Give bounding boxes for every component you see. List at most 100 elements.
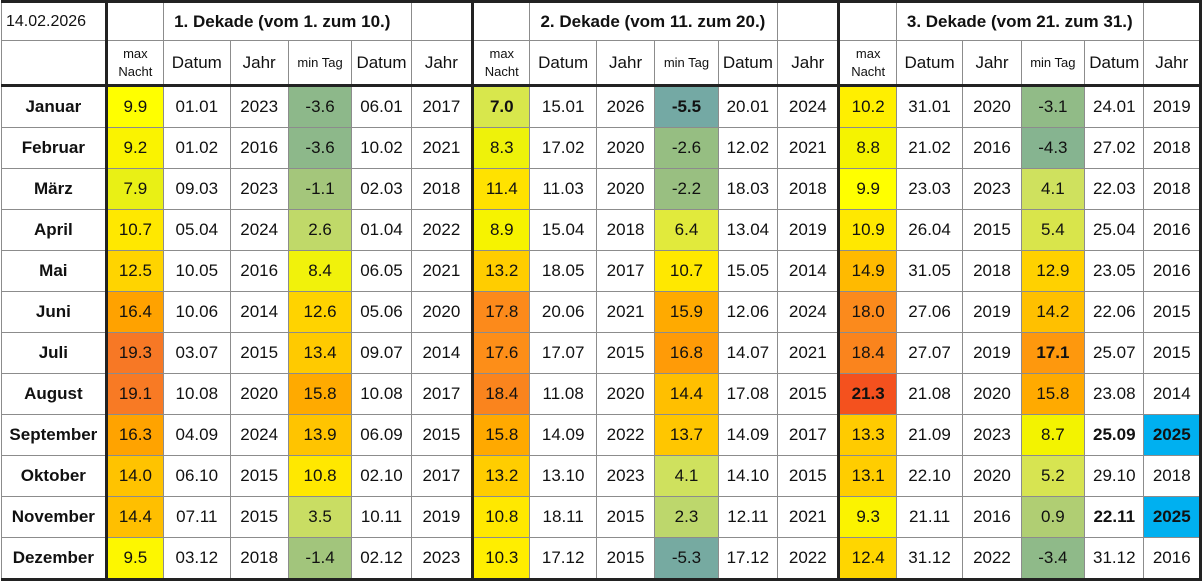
max-date: 01.02 <box>163 127 231 169</box>
month-label: Januar <box>1 85 107 128</box>
max-nacht-value: 18.4 <box>837 332 897 374</box>
jahr-header: Jahr <box>1143 40 1202 87</box>
datum-header: Datum <box>351 40 412 87</box>
date-label: 14.02.2026 <box>1 0 107 41</box>
max-year: 2014 <box>229 291 289 333</box>
max-year: 2015 <box>962 209 1022 251</box>
table-row: August 19.1 10.08 2020 15.8 10.08 2017 18.4 11.0… <box>1 373 1202 415</box>
min-tag-value: -4.3 <box>1020 127 1086 169</box>
min-year: 2025 <box>1143 414 1202 456</box>
max-date: 04.09 <box>163 414 231 456</box>
max-nacht-value: 8.8 <box>837 127 897 169</box>
max-year: 2015 <box>595 496 656 538</box>
max-year: 2023 <box>962 414 1022 456</box>
min-year: 2017 <box>410 373 475 415</box>
min-year: 2015 <box>1143 291 1202 333</box>
table-row: März 7.9 09.03 2023 -1.1 02.03 2018 11.4 11.03 20… <box>1 168 1202 210</box>
max-date: 18.11 <box>529 496 597 538</box>
table-row: November 14.4 07.11 2015 3.5 10.11 2019 10.8 18.… <box>1 496 1202 538</box>
max-year: 2020 <box>595 168 656 210</box>
min-date: 02.12 <box>351 537 412 581</box>
min-year: 2023 <box>410 537 475 581</box>
max-nacht-value: 8.9 <box>471 209 531 251</box>
max-nacht-value: 7.9 <box>104 168 165 210</box>
max-date: 13.10 <box>529 455 597 497</box>
min-date: 20.01 <box>717 85 779 128</box>
max-year: 2016 <box>229 127 289 169</box>
min-tag-value: 13.4 <box>287 332 353 374</box>
min-date: 15.05 <box>717 250 779 292</box>
month-label: Juni <box>1 291 107 333</box>
table-row: Januar 9.9 01.01 2023 -3.6 06.01 2017 7.0 15.01 2… <box>1 85 1202 128</box>
min-tag-value: 14.4 <box>654 373 719 415</box>
max-date: 21.02 <box>895 127 964 169</box>
max-year: 2015 <box>595 332 656 374</box>
min-date: 24.01 <box>1084 85 1145 128</box>
max-date: 31.05 <box>895 250 964 292</box>
max-nacht-value: 16.3 <box>104 414 165 456</box>
min-tag-value: -3.1 <box>1020 85 1086 128</box>
max-date: 17.12 <box>529 537 597 581</box>
min-date: 06.09 <box>351 414 412 456</box>
min-date: 14.07 <box>717 332 779 374</box>
max-year: 2016 <box>229 250 289 292</box>
max-nacht-value: 16.4 <box>104 291 165 333</box>
jahr-header: Jahr <box>595 40 656 87</box>
max-year: 2026 <box>595 85 656 128</box>
max-nacht-value: 13.2 <box>471 455 531 497</box>
month-label: März <box>1 168 107 210</box>
max-date: 15.01 <box>529 85 597 128</box>
min-date: 10.02 <box>351 127 412 169</box>
max-year: 2018 <box>595 209 656 251</box>
min-year: 2014 <box>1143 373 1202 415</box>
min-year: 2018 <box>1143 455 1202 497</box>
min-date: 23.05 <box>1084 250 1145 292</box>
min-year: 2022 <box>777 537 841 581</box>
table-row: Dezember 9.5 03.12 2018 -1.4 02.12 2023 10.3 17.… <box>1 537 1202 581</box>
min-year: 2020 <box>410 291 475 333</box>
min-date: 09.07 <box>351 332 412 374</box>
min-date: 02.03 <box>351 168 412 210</box>
min-date: 29.10 <box>1084 455 1145 497</box>
max-nacht-value: 10.7 <box>104 209 165 251</box>
max-nacht-header: max Nacht <box>471 40 531 87</box>
min-year: 2021 <box>777 332 841 374</box>
max-nacht-value: 13.1 <box>837 455 897 497</box>
min-date: 22.11 <box>1084 496 1145 538</box>
max-nacht-value: 14.9 <box>837 250 897 292</box>
max-nacht-value: 13.3 <box>837 414 897 456</box>
min-date: 02.10 <box>351 455 412 497</box>
max-nacht-value: 14.0 <box>104 455 165 497</box>
min-tag-value: 12.9 <box>1020 250 1086 292</box>
min-year: 2017 <box>410 455 475 497</box>
min-tag-value: 8.4 <box>287 250 353 292</box>
max-year: 2020 <box>595 373 656 415</box>
max-date: 10.06 <box>163 291 231 333</box>
min-year: 2019 <box>1143 85 1202 128</box>
min-tag-value: 8.7 <box>1020 414 1086 456</box>
min-year: 2025 <box>1143 496 1202 538</box>
min-tag-value: 0.9 <box>1020 496 1086 538</box>
max-year: 2017 <box>595 250 656 292</box>
min-year: 2017 <box>777 414 841 456</box>
min-date: 22.03 <box>1084 168 1145 210</box>
max-date: 21.11 <box>895 496 964 538</box>
max-date: 31.12 <box>895 537 964 581</box>
min-tag-value: 15.9 <box>654 291 719 333</box>
min-date: 25.09 <box>1084 414 1145 456</box>
max-date: 27.06 <box>895 291 964 333</box>
min-tag-value: 15.8 <box>287 373 353 415</box>
max-nacht-value: 18.0 <box>837 291 897 333</box>
max-nacht-value: 10.9 <box>837 209 897 251</box>
max-nacht-value: 13.2 <box>471 250 531 292</box>
max-year: 2019 <box>962 332 1022 374</box>
max-year: 2019 <box>962 291 1022 333</box>
min-tag-value: 15.8 <box>1020 373 1086 415</box>
max-year: 2022 <box>962 537 1022 581</box>
max-nacht-value: 10.2 <box>837 85 897 128</box>
max-year: 2020 <box>595 127 656 169</box>
max-year: 2023 <box>229 168 289 210</box>
max-year: 2015 <box>595 537 656 581</box>
max-date: 15.04 <box>529 209 597 251</box>
